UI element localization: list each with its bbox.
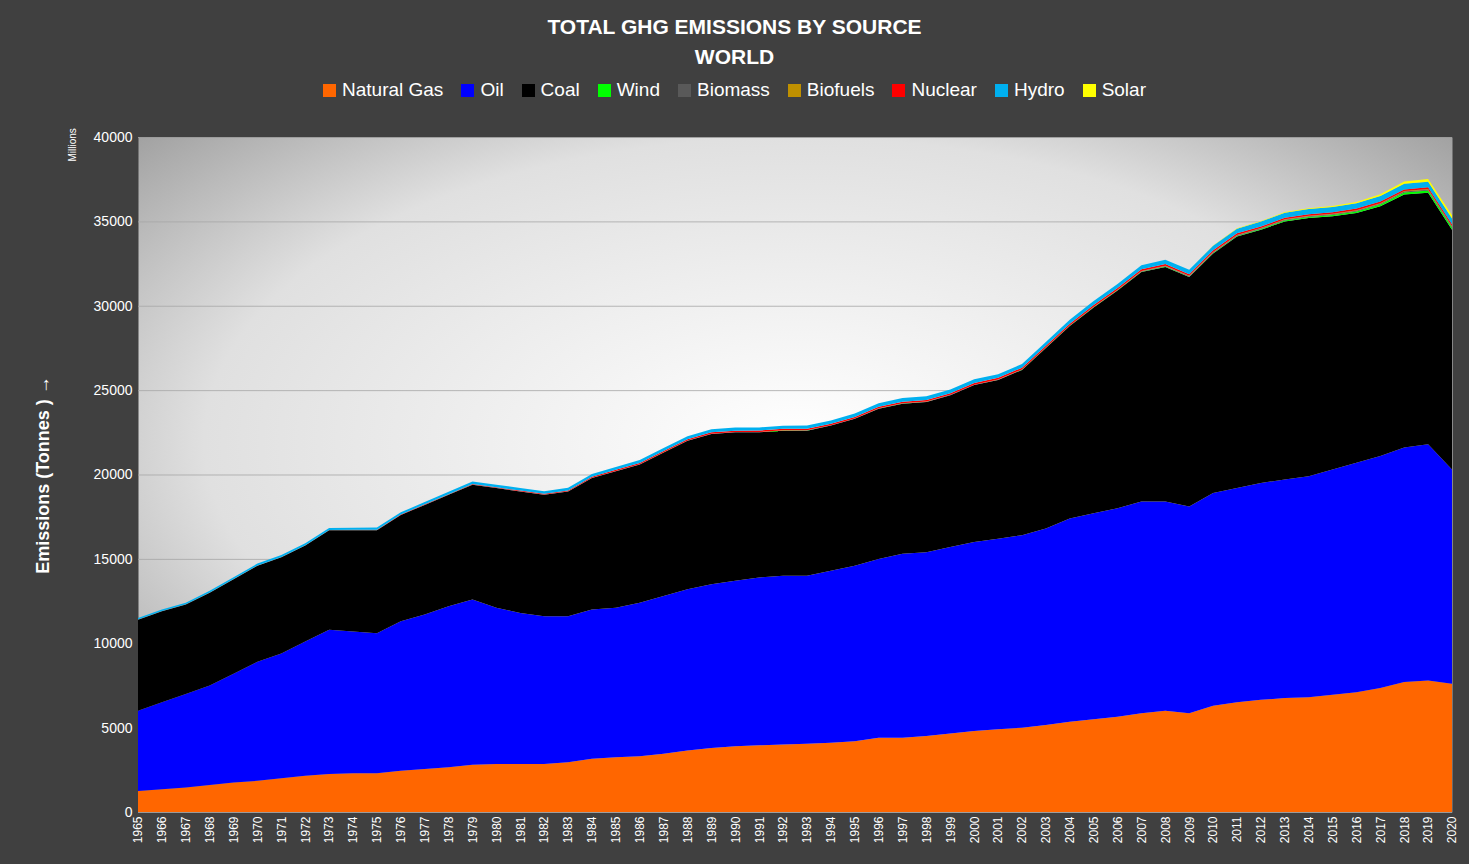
svg-text:1969: 1969 (227, 816, 241, 843)
svg-text:Emissions (Tonnes ) →: Emissions (Tonnes ) → (33, 376, 53, 574)
svg-text:2015: 2015 (1326, 816, 1340, 843)
svg-text:2014: 2014 (1302, 816, 1316, 843)
svg-text:20000: 20000 (94, 466, 133, 482)
svg-text:1971: 1971 (275, 816, 289, 843)
svg-text:Millions: Millions (67, 128, 78, 161)
svg-text:2016: 2016 (1350, 816, 1364, 843)
svg-text:15000: 15000 (94, 551, 133, 567)
svg-text:1979: 1979 (466, 816, 480, 843)
svg-text:2001: 2001 (991, 816, 1005, 843)
svg-text:1993: 1993 (800, 816, 814, 843)
svg-text:1967: 1967 (179, 816, 193, 843)
svg-text:2004: 2004 (1063, 816, 1077, 843)
svg-text:0: 0 (124, 804, 133, 820)
svg-text:1974: 1974 (346, 816, 360, 843)
svg-text:2011: 2011 (1230, 816, 1244, 842)
html-text:Biomass: Biomass (697, 79, 770, 100)
svg-text:1995: 1995 (848, 816, 862, 843)
svg-text:30000: 30000 (94, 298, 133, 314)
svg-text:2005: 2005 (1087, 816, 1101, 843)
svg-text:1968: 1968 (203, 816, 217, 843)
html-text:Biofuels: Biofuels (806, 79, 875, 100)
svg-text:1982: 1982 (537, 816, 551, 843)
svg-text:1975: 1975 (370, 816, 384, 843)
svg-text:1965: 1965 (131, 816, 145, 843)
svg-text:1976: 1976 (394, 816, 408, 843)
svg-text:1970: 1970 (251, 816, 265, 843)
svg-text:1977: 1977 (418, 816, 432, 843)
svg-text:2020: 2020 (1445, 816, 1459, 843)
svg-text:2018: 2018 (1398, 816, 1412, 843)
svg-text:2013: 2013 (1278, 816, 1292, 843)
svg-text:10000: 10000 (94, 635, 133, 651)
html-text:Wind: Wind (616, 79, 660, 100)
svg-text:1994: 1994 (824, 816, 838, 843)
svg-text:1984: 1984 (585, 816, 599, 843)
svg-text:2008: 2008 (1159, 816, 1173, 843)
html-text:Oil: Oil (480, 79, 504, 100)
svg-text:1987: 1987 (657, 816, 671, 843)
svg-text:1991: 1991 (753, 816, 767, 843)
svg-text:1986: 1986 (633, 816, 647, 843)
svg-text:1989: 1989 (705, 816, 719, 843)
svg-text:1981: 1981 (514, 816, 528, 843)
svg-text:2000: 2000 (968, 816, 982, 843)
svg-text:35000: 35000 (94, 213, 133, 229)
svg-text:1985: 1985 (609, 816, 623, 843)
svg-text:1998: 1998 (920, 816, 934, 843)
svg-text:5000: 5000 (101, 720, 132, 736)
svg-text:2009: 2009 (1183, 816, 1197, 843)
svg-text:2003: 2003 (1039, 816, 1053, 843)
html-text:Coal: Coal (540, 79, 580, 100)
html-text:Hydro: Hydro (1013, 79, 1065, 100)
svg-text:1980: 1980 (490, 816, 504, 843)
svg-text:1997: 1997 (896, 816, 910, 843)
svg-text:40000: 40000 (94, 129, 133, 145)
svg-text:2006: 2006 (1111, 816, 1125, 843)
svg-text:25000: 25000 (94, 382, 133, 398)
svg-text:1992: 1992 (776, 816, 790, 843)
svg-text:1973: 1973 (322, 816, 336, 843)
svg-text:1978: 1978 (442, 816, 456, 843)
svg-text:2002: 2002 (1015, 816, 1029, 843)
svg-text:2007: 2007 (1135, 816, 1149, 843)
html-text:Natural Gas: Natural Gas (342, 79, 444, 100)
html-text:TOTAL GHG EMISSIONS BY SOURCE: TOTAL GHG EMISSIONS BY SOURCE (547, 15, 922, 38)
html-text:Nuclear: Nuclear (911, 79, 977, 100)
svg-text:2017: 2017 (1374, 816, 1388, 843)
svg-text:1990: 1990 (729, 816, 743, 843)
svg-text:2010: 2010 (1206, 816, 1220, 843)
svg-text:1983: 1983 (561, 816, 575, 843)
html-text:Solar: Solar (1101, 79, 1146, 100)
svg-text:1966: 1966 (155, 816, 169, 843)
svg-text:2019: 2019 (1421, 816, 1435, 843)
html-text:WORLD: WORLD (694, 45, 775, 68)
svg-text:1988: 1988 (681, 816, 695, 843)
svg-text:1999: 1999 (944, 816, 958, 843)
svg-text:1996: 1996 (872, 816, 886, 843)
svg-text:1972: 1972 (299, 816, 313, 843)
svg-text:2012: 2012 (1254, 816, 1268, 843)
